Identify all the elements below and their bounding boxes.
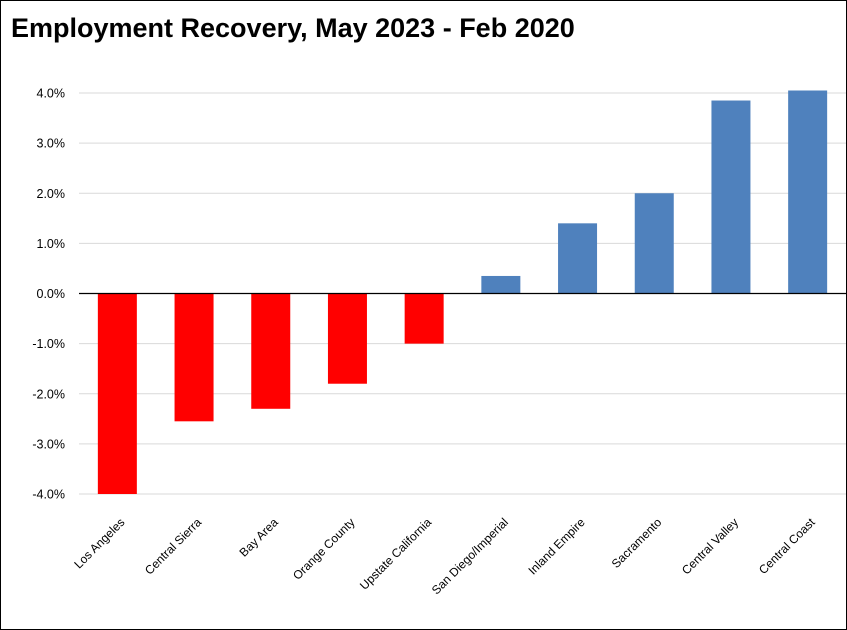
y-tick-label: -1.0%: [32, 337, 65, 351]
bars: [97, 90, 828, 494]
bar: [404, 293, 444, 344]
y-tick-label: 4.0%: [37, 87, 66, 101]
category-label: Upstate California: [357, 515, 435, 593]
category-label: Central Sierra: [142, 515, 204, 577]
category-label: Los Angeles: [71, 515, 127, 571]
category-label: Sacramento: [609, 515, 665, 571]
y-tick-label: 2.0%: [37, 187, 66, 201]
y-axis-ticks: 4.0% 3.0% 2.0% 1.0% 0.0% -1.0% -2.0% -3.0% -4.0%: [32, 87, 65, 502]
y-tick-label: -2.0%: [32, 387, 65, 401]
y-tick-label: 3.0%: [37, 137, 66, 151]
category-label: Central Valley: [679, 515, 741, 577]
bar: [97, 293, 137, 494]
bar: [251, 293, 291, 409]
bar: [481, 275, 521, 294]
y-tick-label: -3.0%: [32, 437, 65, 451]
bar: [634, 193, 674, 294]
chart-title: Employment Recovery, May 2023 - Feb 2020: [11, 13, 575, 43]
category-label: Bay Area: [237, 515, 282, 560]
y-tick-label: 1.0%: [37, 237, 66, 251]
y-tick-label: 0.0%: [37, 287, 66, 301]
category-label: Central Coast: [756, 515, 818, 577]
category-labels: Los Angeles Central Sierra Bay Area Orange …: [71, 515, 818, 598]
y-tick-label: -4.0%: [32, 488, 65, 502]
bar: [788, 90, 828, 294]
bar: [558, 223, 598, 294]
gridlines: [79, 92, 846, 495]
category-label: San Diego/Imperial: [429, 515, 511, 597]
bar: [711, 100, 751, 294]
category-label: Orange County: [290, 515, 357, 582]
category-label: Inland Empire: [525, 515, 587, 577]
bar: [327, 293, 367, 384]
bar: [174, 293, 214, 422]
